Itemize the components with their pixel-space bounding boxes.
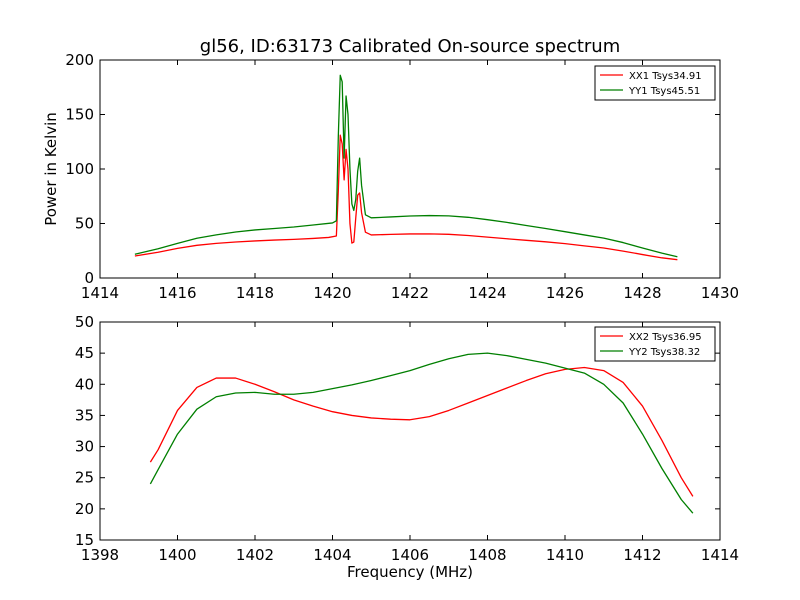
legend-label: XX2 Tsys36.95 bbox=[629, 332, 702, 343]
y-tick-label: 50 bbox=[75, 313, 94, 331]
top-plot: 1414 1416 1418 1420 1422 1424 1426 1428 1430 0 50 1… bbox=[42, 51, 739, 302]
y-tick-label: 100 bbox=[65, 160, 94, 178]
x-tick-label: 1426 bbox=[546, 284, 584, 302]
series-line-2 bbox=[134, 74, 678, 258]
series-line-1 bbox=[134, 134, 678, 261]
y-tick-label: 45 bbox=[75, 344, 94, 362]
x-tick-label: 1420 bbox=[313, 284, 351, 302]
x-tick-label: 1418 bbox=[236, 284, 274, 302]
legend: XX1 Tsys34.91 YY1 Tsys45.51 bbox=[594, 65, 716, 101]
x-tick-label: 1414 bbox=[701, 546, 739, 564]
x-tick-label: 1398 bbox=[81, 546, 119, 564]
y-tick-label: 20 bbox=[75, 500, 94, 518]
y-tick-label: 50 bbox=[75, 215, 94, 233]
y-tick-label: 15 bbox=[75, 531, 94, 549]
y-tick-label: 25 bbox=[75, 469, 94, 487]
x-tick-label: 1400 bbox=[158, 546, 196, 564]
y-tick-label: 0 bbox=[84, 269, 94, 287]
chart-title: gl56, ID:63173 Calibrated On-source spec… bbox=[200, 36, 620, 57]
y-tick-label: 200 bbox=[65, 51, 94, 69]
legend-box bbox=[594, 326, 716, 362]
legend-label: XX1 Tsys34.91 bbox=[629, 71, 702, 82]
x-tick-label: 1408 bbox=[468, 546, 506, 564]
x-tick-label: 1424 bbox=[468, 284, 506, 302]
series-lines bbox=[134, 74, 678, 261]
legend-box bbox=[594, 65, 716, 101]
x-tick-label: 1416 bbox=[158, 284, 196, 302]
x-tick-label: 1412 bbox=[623, 546, 661, 564]
x-axis-label: Frequency (MHz) bbox=[347, 563, 473, 581]
y-tick-label: 30 bbox=[75, 438, 94, 456]
bottom-plot: 1398 1400 1402 1404 1406 1408 1410 1412 1414 15 20… bbox=[75, 313, 739, 581]
x-tick-label: 1410 bbox=[546, 546, 584, 564]
y-tick-label: 35 bbox=[75, 406, 94, 424]
x-tick-label: 1404 bbox=[313, 546, 351, 564]
series-line-1 bbox=[149, 366, 694, 497]
series-lines bbox=[149, 352, 694, 514]
y-tick-label: 40 bbox=[75, 375, 94, 393]
legend-label: YY1 Tsys45.51 bbox=[628, 86, 700, 97]
x-tick-label: 1414 bbox=[81, 284, 119, 302]
legend: XX2 Tsys36.95 YY2 Tsys38.32 bbox=[594, 326, 716, 362]
x-tick-label: 1430 bbox=[701, 284, 739, 302]
y-axis-label: Power in Kelvin bbox=[42, 112, 60, 226]
legend-label: YY2 Tsys38.32 bbox=[628, 347, 700, 358]
x-tick-label: 1406 bbox=[391, 546, 429, 564]
series-line-2 bbox=[149, 352, 694, 514]
x-tick-label: 1402 bbox=[236, 546, 274, 564]
y-tick-label: 150 bbox=[65, 106, 94, 124]
x-tick-label: 1428 bbox=[623, 284, 661, 302]
x-tick-label: 1422 bbox=[391, 284, 429, 302]
